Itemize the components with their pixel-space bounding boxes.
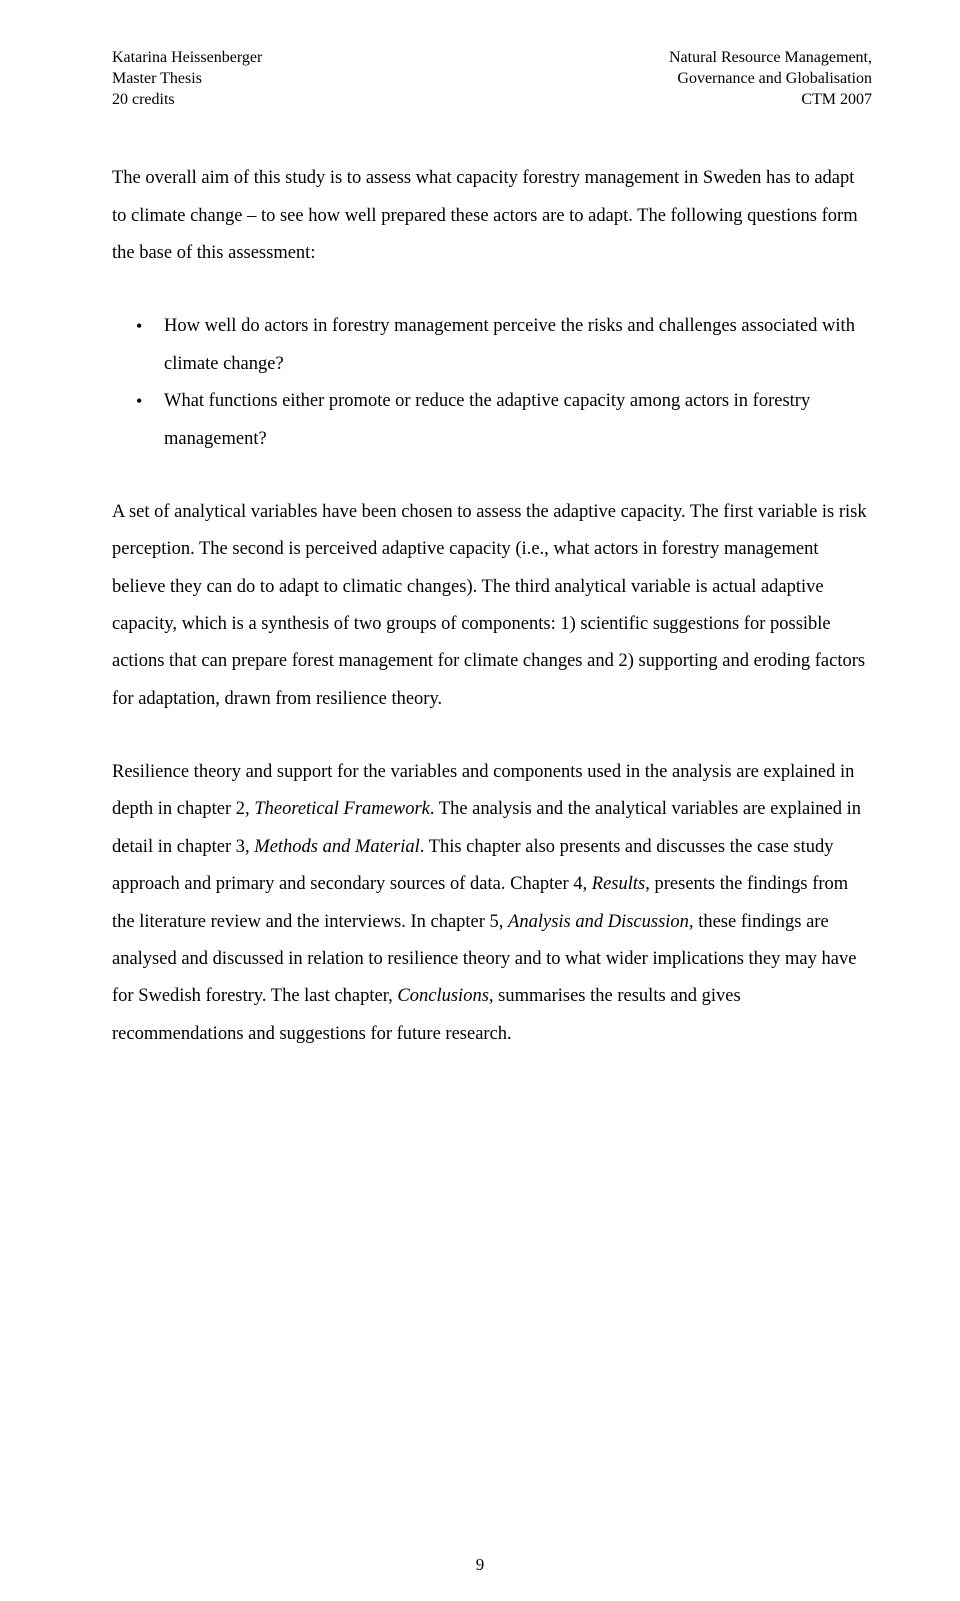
header-right: Natural Resource Management, Governance … [669, 48, 872, 110]
research-questions-list: How well do actors in forestry managemen… [112, 308, 872, 457]
intro-paragraph: The overall aim of this study is to asse… [112, 160, 872, 272]
list-item: How well do actors in forestry managemen… [112, 308, 872, 383]
credits-label: 20 credits [112, 90, 262, 111]
author-name: Katarina Heissenberger [112, 48, 262, 69]
page-number: 9 [0, 1555, 960, 1575]
running-header: Katarina Heissenberger Master Thesis 20 … [112, 48, 872, 110]
page: Katarina Heissenberger Master Thesis 20 … [0, 0, 960, 1601]
thesis-label: Master Thesis [112, 69, 262, 90]
institution-year: CTM 2007 [669, 90, 872, 111]
header-left: Katarina Heissenberger Master Thesis 20 … [112, 48, 262, 110]
chapter-title-italic: Analysis and Discussion, [508, 912, 694, 932]
program-line-2: Governance and Globalisation [669, 69, 872, 90]
chapter-title-italic: Conclusions, [397, 986, 493, 1006]
variables-paragraph: A set of analytical variables have been … [112, 494, 872, 718]
program-line-1: Natural Resource Management, [669, 48, 872, 69]
body-content: The overall aim of this study is to asse… [112, 160, 872, 1053]
chapter-title-italic: Methods and Material [254, 837, 419, 857]
chapter-title-italic: Results [592, 874, 645, 894]
chapter-title-italic: Theoretical Framework [254, 799, 430, 819]
structure-paragraph: Resilience theory and support for the va… [112, 754, 872, 1053]
list-item: What functions either promote or reduce … [112, 383, 872, 458]
